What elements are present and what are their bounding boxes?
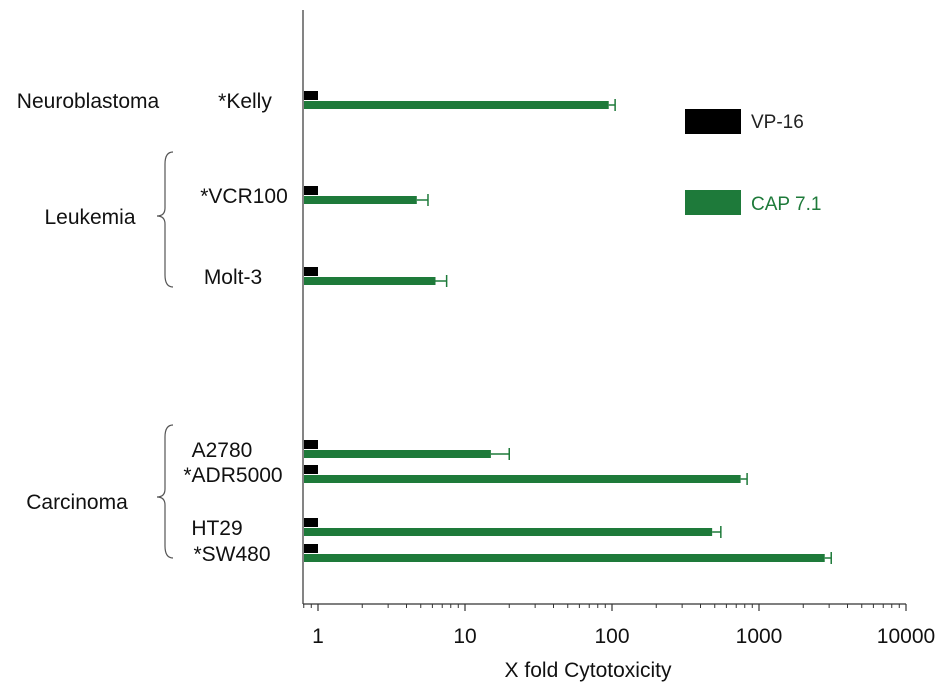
vp16-bar [304, 267, 318, 276]
x-tick-label: 1 [312, 625, 324, 648]
cap71-bar [304, 528, 713, 536]
x-tick-label: 10000 [877, 625, 935, 648]
legend-label: VP-16 [751, 112, 804, 133]
plot-area [304, 91, 832, 564]
vp16-bar [304, 440, 318, 449]
cell-line-label: Molt-3 [204, 266, 262, 289]
cap71-bar [304, 196, 417, 204]
legend-swatch [685, 190, 741, 215]
group-label: Carcinoma [26, 491, 128, 514]
cell-line-label: HT29 [191, 517, 242, 540]
cap71-bar [304, 277, 436, 285]
cap71-bar [304, 450, 491, 458]
group-label: Leukemia [44, 206, 135, 229]
cap71-bar [304, 554, 825, 562]
vp16-bar [304, 544, 318, 553]
category-labels: *Kelly *VCR100 Molt-3 A2780*ADR5000 HT29 *SW4… [17, 90, 288, 566]
cell-line-label: *SW480 [193, 543, 270, 566]
legend: VP-16 CAP 7.1 [685, 109, 821, 215]
cell-line-label: A2780 [192, 439, 253, 462]
vp16-bar [304, 465, 318, 474]
legend-swatch [685, 109, 741, 134]
group-brace [156, 151, 174, 288]
cap71-bar [304, 475, 741, 483]
cell-line-label: *ADR5000 [183, 464, 282, 487]
legend-label: CAP 7.1 [751, 194, 821, 215]
cell-line-label: *Kelly [218, 90, 272, 113]
cap71-bar [304, 101, 609, 109]
group-label: Neuroblastoma [17, 90, 160, 113]
cell-line-label: *VCR100 [200, 185, 288, 208]
vp16-bar [304, 186, 318, 195]
x-axis-title: X fold Cytotoxicity [505, 659, 672, 682]
x-tick-label: 100 [594, 625, 629, 648]
x-axis: 1 10 100 1000 10000 [302, 10, 935, 648]
x-tick-label: 10 [453, 625, 476, 648]
group-brace [156, 424, 174, 559]
vp16-bar [304, 91, 318, 100]
x-tick-label: 1000 [736, 625, 783, 648]
vp16-bar [304, 518, 318, 527]
